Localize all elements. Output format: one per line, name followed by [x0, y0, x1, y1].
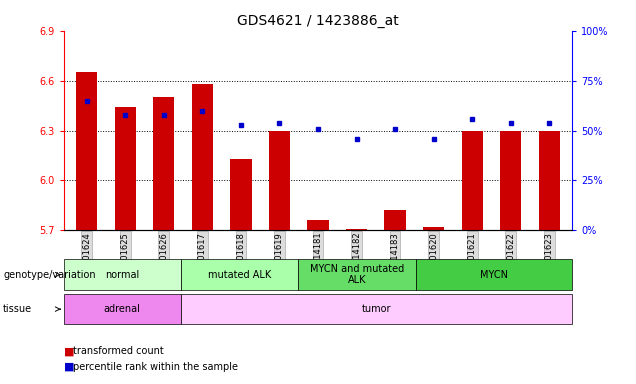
Bar	[462, 131, 483, 230]
Bar	[114, 107, 136, 230]
Text: MYCN and mutated
ALK: MYCN and mutated ALK	[310, 264, 404, 285]
Text: mutated ALK: mutated ALK	[208, 270, 272, 280]
Bar	[307, 220, 329, 230]
Bar	[192, 84, 213, 230]
Bar	[385, 210, 406, 230]
Bar	[153, 97, 174, 230]
Text: normal: normal	[105, 270, 139, 280]
Text: MYCN: MYCN	[480, 270, 508, 280]
Text: tissue: tissue	[3, 304, 32, 314]
Bar	[346, 229, 367, 230]
Bar	[423, 227, 444, 230]
Text: transformed count: transformed count	[73, 346, 164, 356]
Bar	[500, 131, 522, 230]
Text: adrenal: adrenal	[104, 304, 141, 314]
Text: genotype/variation: genotype/variation	[3, 270, 96, 280]
Text: ■: ■	[64, 346, 74, 356]
Bar	[539, 131, 560, 230]
Text: ■: ■	[64, 362, 74, 372]
Text: percentile rank within the sample: percentile rank within the sample	[73, 362, 238, 372]
Bar	[230, 159, 251, 230]
Bar	[76, 72, 97, 230]
Text: tumor: tumor	[362, 304, 391, 314]
Title: GDS4621 / 1423886_at: GDS4621 / 1423886_at	[237, 14, 399, 28]
Bar	[269, 131, 290, 230]
